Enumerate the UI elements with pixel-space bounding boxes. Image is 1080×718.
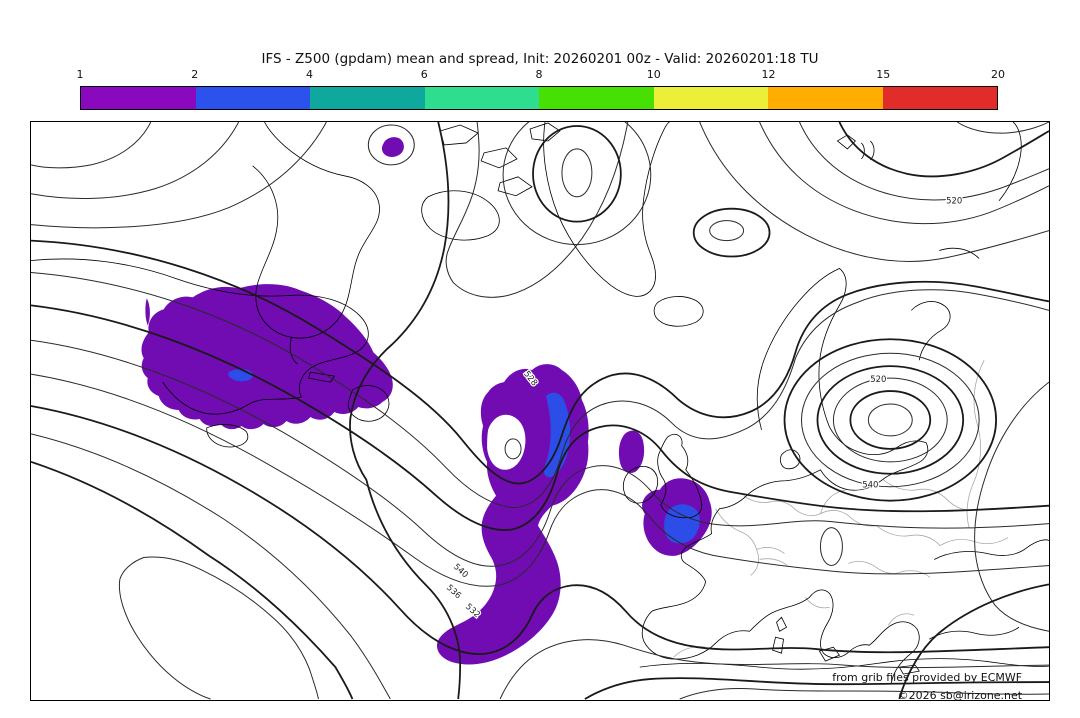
colorbar: 1 2 4 6 8 10 12 15 20 xyxy=(76,68,1006,112)
spread-fill-1-2 xyxy=(141,137,712,665)
colorbar-ticks: 1 2 4 6 8 10 12 15 20 xyxy=(76,68,1006,83)
contour-label: 536 xyxy=(445,582,464,600)
contour-label: 520 xyxy=(870,374,886,384)
colorbar-tick-1: 1 xyxy=(76,68,84,81)
colorbar-tick-8: 8 xyxy=(535,68,543,81)
map-credits: from grib files provided by ECMWF ©2026 … xyxy=(832,671,1023,700)
colorbar-segment-15-20 xyxy=(882,87,997,109)
contour-label: 540 xyxy=(862,480,878,490)
colorbar-tick-12: 12 xyxy=(761,68,776,81)
credit-line-1: from grib files provided by ECMWF xyxy=(832,671,1022,684)
colorbar-segment-12-15 xyxy=(768,87,883,109)
colorbar-tick-4: 4 xyxy=(306,68,313,81)
weather-map: 520 520 540 528 540 536 532 from grib fi… xyxy=(31,122,1049,700)
colorbar-segments xyxy=(80,86,998,110)
colorbar-tick-2: 2 xyxy=(191,68,199,81)
colorbar-segment-2-4 xyxy=(195,87,310,109)
colorbar-segment-1-2 xyxy=(81,87,196,109)
credit-line-2: ©2026 sb@irizone.net xyxy=(898,689,1023,700)
country-borders xyxy=(673,359,1009,658)
contour-lines-thick xyxy=(31,122,1049,700)
colorbar-tick-10: 10 xyxy=(646,68,661,81)
colorbar-segment-8-10 xyxy=(539,87,654,109)
colorbar-segment-4-6 xyxy=(310,87,425,109)
contour-label: 520 xyxy=(946,196,962,206)
chart-title: IFS - Z500 (gpdam) mean and spread, Init… xyxy=(261,51,819,67)
colorbar-tick-20: 20 xyxy=(991,68,1005,81)
colorbar-tick-6: 6 xyxy=(420,68,428,81)
colorbar-segment-10-12 xyxy=(653,87,768,109)
colorbar-segment-6-8 xyxy=(424,87,539,109)
colorbar-tick-15: 15 xyxy=(876,68,891,81)
map-frame: 520 520 540 528 540 536 532 from grib fi… xyxy=(30,121,1050,701)
contour-label: 540 xyxy=(452,561,471,579)
contour-lines-thin xyxy=(31,122,1049,700)
